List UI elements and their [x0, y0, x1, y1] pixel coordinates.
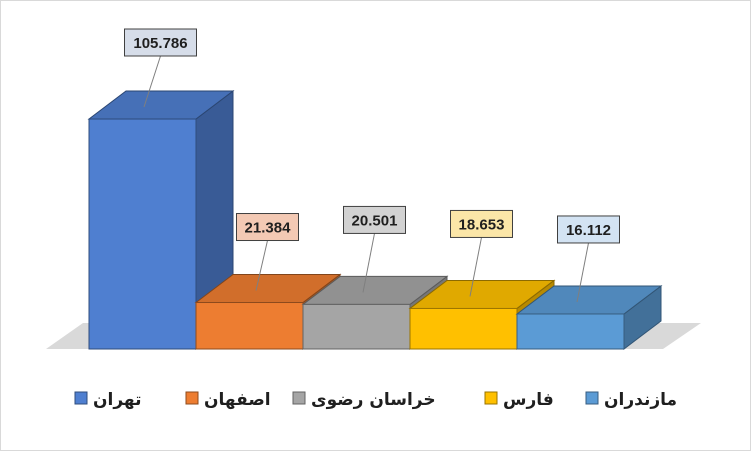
- bar-front-3: [302, 303, 411, 350]
- bar-front-5: [516, 313, 625, 350]
- legend-item-2: اصفهان: [185, 390, 271, 410]
- data-label-leader-4: [469, 237, 482, 297]
- data-label-box-3: [343, 205, 406, 234]
- data-label-box-5: [557, 215, 620, 244]
- legend-item-4: فارس: [484, 390, 554, 410]
- legend-swatch-2: [185, 391, 199, 405]
- legend-label-5: مازندران: [604, 390, 677, 410]
- legend-label-1: تهران: [93, 390, 142, 410]
- data-label-leader-3: [362, 233, 375, 293]
- data-label-4: 18.653: [459, 216, 505, 233]
- legend-swatch-3: [292, 391, 306, 405]
- data-label-leader-1: [143, 55, 161, 108]
- data-label-leader-2: [255, 240, 268, 291]
- data-label-1: 105.786: [133, 35, 187, 52]
- legend-item-5: مازندران: [585, 390, 677, 410]
- data-label-box-4: [450, 209, 513, 238]
- bar-front-4: [409, 307, 518, 350]
- bar-5: [515, 284, 663, 351]
- legend-label-2: اصفهان: [204, 390, 271, 410]
- legend-item-1: تهران: [74, 390, 142, 410]
- legend-swatch-4: [484, 391, 498, 405]
- legend-swatch-5: [585, 391, 599, 405]
- data-label-3: 20.501: [352, 212, 398, 229]
- legend-swatch-1: [74, 391, 88, 405]
- data-label-5: 16.112: [566, 222, 611, 239]
- data-label-box-2: [236, 213, 299, 242]
- legend-label-3: خراسان رضوی: [311, 390, 436, 410]
- data-label-box-1: [124, 28, 197, 57]
- bar-front-1: [88, 118, 197, 350]
- bar-front-2: [195, 302, 304, 350]
- data-label-leader-5: [576, 242, 589, 303]
- legend-item-3: خراسان رضوی: [292, 390, 436, 410]
- legend-label-4: فارس: [503, 390, 554, 410]
- data-label-2: 21.384: [245, 220, 292, 237]
